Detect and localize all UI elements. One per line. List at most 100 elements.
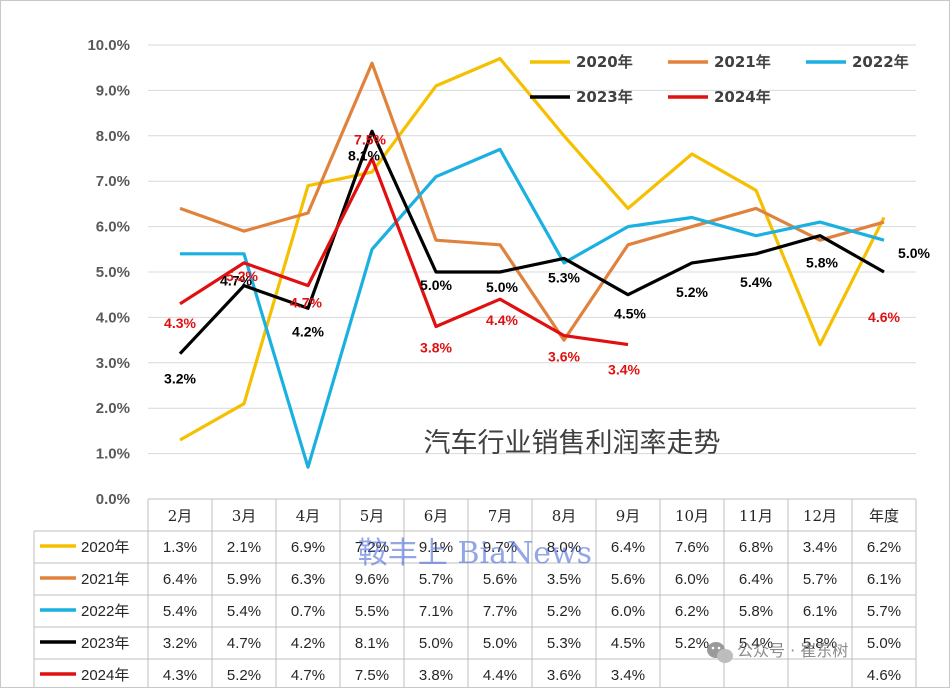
table-cell: 4.5% — [611, 635, 645, 652]
table-column-header: 8月 — [552, 507, 577, 525]
legend: 2020年 2021年 2022年 2023年 2024年 — [530, 53, 909, 106]
table-cell: 4.4% — [483, 667, 517, 684]
table-cell: 6.8% — [739, 539, 773, 556]
source-badge-text: 公众号 · 崔东树 — [737, 641, 848, 660]
table-row-header: 2023年 — [81, 635, 129, 652]
table-cell: 5.8% — [739, 603, 773, 620]
data-label: 4.7% — [220, 273, 252, 289]
legend-label: 2023年 — [576, 88, 633, 106]
y-tick-label: 7.0% — [96, 173, 130, 190]
y-tick-label: 5.0% — [96, 264, 130, 281]
table-cell: 6.0% — [675, 571, 709, 588]
data-label: 4.2% — [292, 323, 324, 339]
data-label: 5.2% — [676, 284, 708, 300]
table-cell: 6.1% — [867, 571, 901, 588]
data-label: 8.1% — [348, 147, 380, 163]
data-label: 4.4% — [486, 312, 518, 328]
table-cell: 5.0% — [867, 635, 901, 652]
y-tick-label: 2.0% — [96, 400, 130, 417]
table-column-header: 7月 — [488, 507, 513, 525]
data-label: 5.4% — [740, 274, 772, 290]
y-tick-label: 9.0% — [96, 82, 130, 99]
table-cell: 5.2% — [227, 667, 261, 684]
table-cell: 5.7% — [867, 603, 901, 620]
table-column-header: 6月 — [424, 507, 449, 525]
table-cell: 7.5% — [355, 667, 389, 684]
data-label: 5.2% — [226, 268, 258, 284]
table-cell: 4.6% — [867, 667, 901, 684]
y-tick-label: 8.0% — [96, 128, 130, 145]
data-label: 7.5% — [354, 132, 386, 148]
series-line-2021 — [179, 61, 885, 342]
y-tick-label: 10.0% — [87, 37, 130, 54]
y-axis: 0.0% 1.0% 2.0% 3.0% 4.0% 5.0% 6.0% 7.0% 8.0% 9.0%… — [87, 37, 130, 508]
legend-label: 2022年 — [852, 53, 909, 71]
table-cell: 8.1% — [355, 635, 389, 652]
table-column-header: 年度 — [869, 507, 899, 525]
data-labels: 3.2%4.3%4.7%5.2%4.2%4.7%8.1%7.5%5.0%3.8%… — [164, 132, 930, 387]
table-column-header: 12月 — [803, 507, 837, 525]
series-lines — [178, 57, 886, 469]
table-cell: 5.2% — [547, 603, 581, 620]
legend-label: 2021年 — [714, 53, 771, 71]
data-label: 4.6% — [868, 309, 900, 325]
table-cell: 5.4% — [163, 603, 197, 620]
table-row: 2021年 6.4% 5.9% 6.3% 9.6% 5.7% 5.6% 3.5% 5.6% 6.0… — [40, 571, 901, 588]
legend-item: 2021年 — [668, 53, 771, 71]
table-cell: 7.7% — [483, 603, 517, 620]
table-row: 2024年 4.3% 5.2% 4.7% 7.5% 3.8% 4.4% 3.6% 3.4% 4.6… — [40, 667, 901, 684]
table-cell: 1.3% — [163, 539, 197, 556]
table-cell: 5.3% — [547, 635, 581, 652]
series-line-2022 — [180, 147, 885, 469]
chart-title: 汽车行业销售利润率走势 — [424, 428, 721, 459]
y-tick-label: 1.0% — [96, 446, 130, 463]
table-cell: 5.6% — [611, 571, 645, 588]
watermark: 鞍丰上 BiaNews — [358, 536, 592, 571]
table-cell: 3.5% — [547, 571, 581, 588]
legend-label: 2020年 — [576, 53, 633, 71]
legend-label: 2024年 — [714, 88, 771, 106]
table-cell: 4.7% — [291, 667, 325, 684]
table-cell: 6.4% — [739, 571, 773, 588]
wechat-icon — [707, 642, 733, 663]
y-tick-label: 4.0% — [96, 309, 130, 326]
legend-item: 2024年 — [668, 88, 771, 106]
table-cell: 5.7% — [419, 571, 453, 588]
series-line-2024 — [180, 159, 884, 345]
table-row: 2023年 3.2% 4.7% 4.2% 8.1% 5.0% 5.0% 5.3% 4.5% 5.2… — [40, 635, 901, 652]
table-cell: 7.2% — [355, 539, 389, 556]
y-tick-label: 0.0% — [96, 491, 130, 508]
table-cell: 5.2% — [675, 635, 709, 652]
table-cell: 5.5% — [355, 603, 389, 620]
table-cell: 5.7% — [803, 571, 837, 588]
table-row: 2022年 5.4% 5.4% 0.7% 5.5% 7.1% 7.7% 5.2% 6.0% 6.2… — [40, 603, 901, 620]
table-cell: 6.3% — [291, 571, 325, 588]
y-tick-label: 6.0% — [96, 219, 130, 236]
table-row-header: 2022年 — [81, 603, 129, 620]
data-label: 4.7% — [290, 295, 322, 311]
table-cell: 6.2% — [675, 603, 709, 620]
data-label: 3.2% — [164, 371, 196, 387]
table-cell: 6.2% — [867, 539, 901, 556]
table-cell: 9.1% — [419, 539, 453, 556]
data-label: 3.4% — [608, 362, 640, 378]
data-label: 4.5% — [614, 306, 646, 322]
table-row-header: 2024年 — [81, 667, 129, 684]
table-column-header: 10月 — [675, 507, 709, 525]
table-column-header: 9月 — [616, 507, 641, 525]
data-label: 5.0% — [486, 279, 518, 295]
data-label: 3.6% — [548, 349, 580, 365]
table-column-header: 5月 — [360, 507, 385, 525]
table-column-header: 3月 — [232, 507, 257, 525]
table-cell: 5.4% — [227, 603, 261, 620]
table-cell: 7.6% — [675, 539, 709, 556]
table-cell: 5.0% — [483, 635, 517, 652]
series-line-2023 — [178, 129, 885, 355]
table-cell: 5.4% — [739, 635, 773, 652]
series-line-2020 — [179, 57, 886, 442]
legend-item: 2022年 — [806, 53, 909, 71]
table-cell: 5.6% — [483, 571, 517, 588]
data-label: 3.8% — [420, 339, 452, 355]
data-table: 2月 3月 4月 5月 6月 7月 8月 9月 10月 11月 12月 年度 2020年 1.3% 2.1%… — [33, 498, 917, 688]
